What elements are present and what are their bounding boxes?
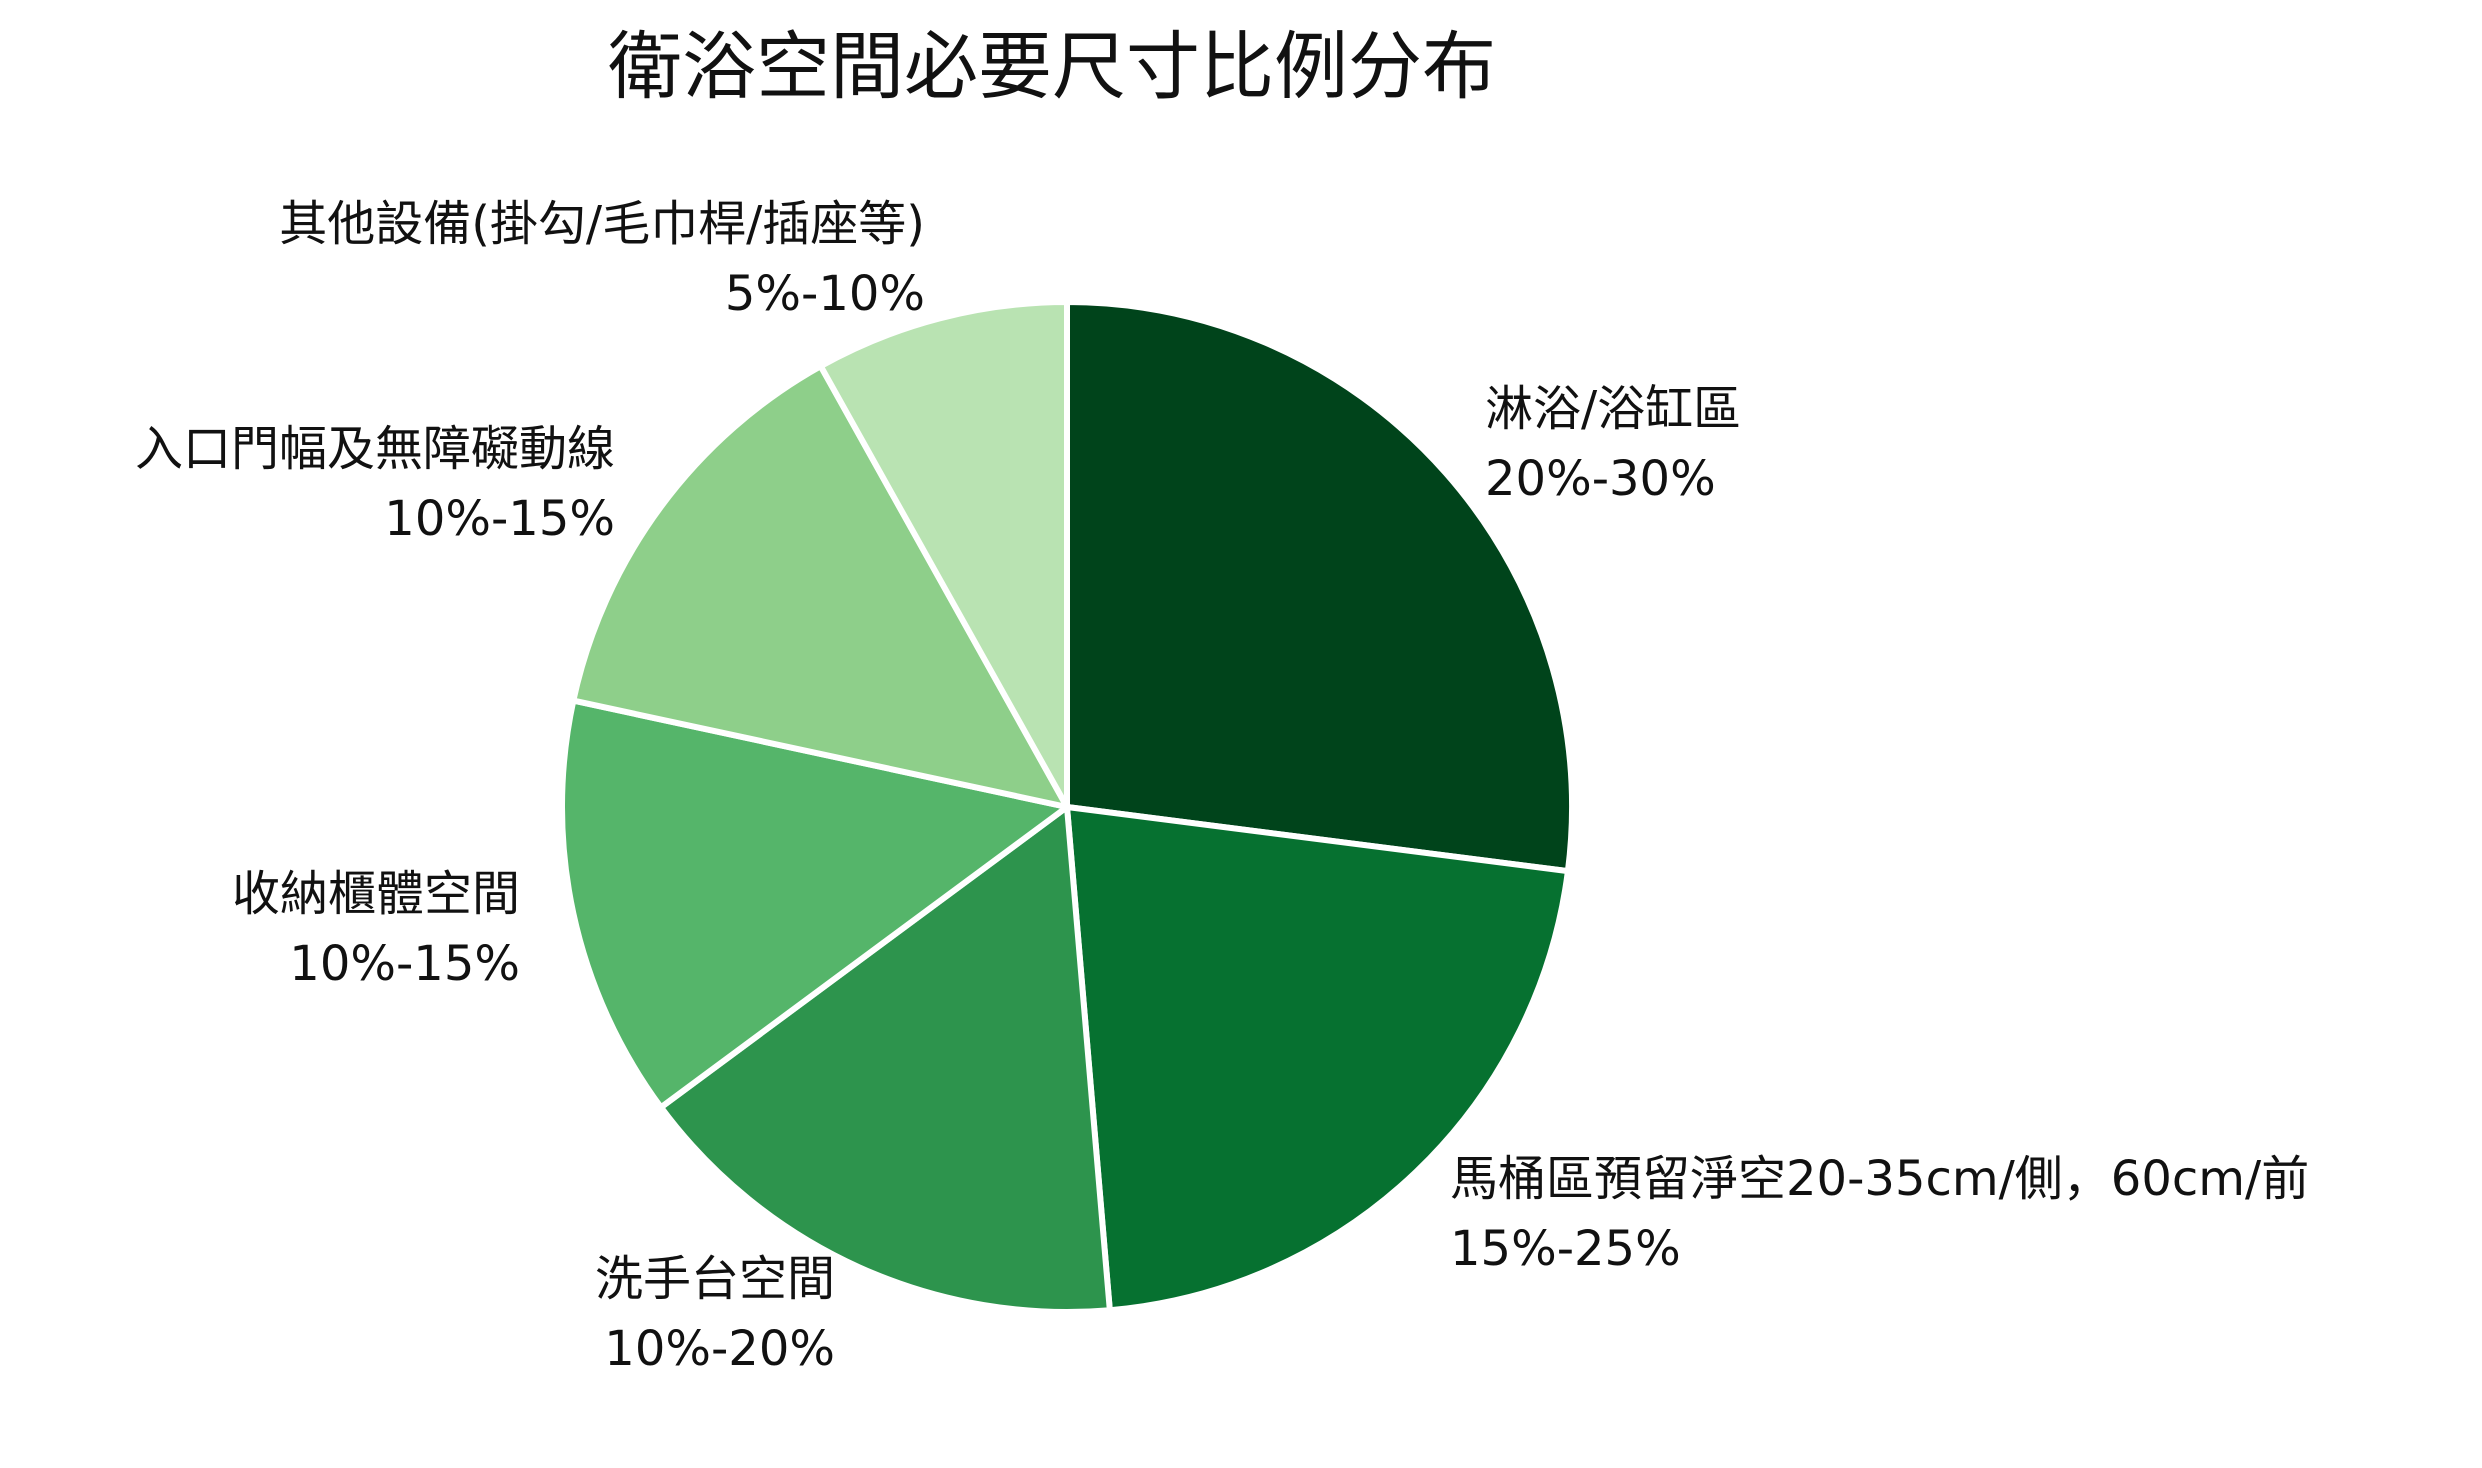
chart-title: 衛浴空間必要尺寸比例分布: [608, 24, 1496, 110]
slice-label-5: 入口門幅及無障礙動線: [135, 421, 615, 477]
pie-slice-4: [559, 697, 1070, 1111]
slice-labels: 淋浴/浴缸區 20%-30% 馬桶區預留淨空20-35cm/側，60cm/前 15%-…: [135, 196, 2309, 1377]
slice-label-4: 收納櫃體空間: [232, 866, 520, 922]
slice-label-3: 洗手台空間: [595, 1251, 835, 1307]
pie-slice-5: [570, 363, 1070, 810]
pie-slice-3: [657, 804, 1113, 1315]
slice-range-2: 15%-25%: [1450, 1221, 1681, 1277]
pie-slices: [559, 299, 1575, 1315]
slice-range-3: 10%-20%: [604, 1321, 835, 1377]
slice-range-4: 10%-15%: [289, 936, 520, 992]
slice-label-2: 馬桶區預留淨空20-35cm/側，60cm/前: [1450, 1151, 2309, 1207]
pie-slice-6: [817, 299, 1070, 810]
slice-range-1: 20%-30%: [1485, 451, 1716, 507]
pie-slice-2: [1064, 804, 1571, 1314]
slice-range-6: 5%-10%: [725, 266, 925, 322]
pie-slice-1: [1064, 299, 1575, 875]
slice-label-6: 其他設備(掛勾/毛巾桿/插座等): [279, 196, 925, 252]
slice-range-5: 10%-15%: [384, 491, 615, 547]
slice-label-1: 淋浴/浴缸區: [1485, 381, 1741, 437]
